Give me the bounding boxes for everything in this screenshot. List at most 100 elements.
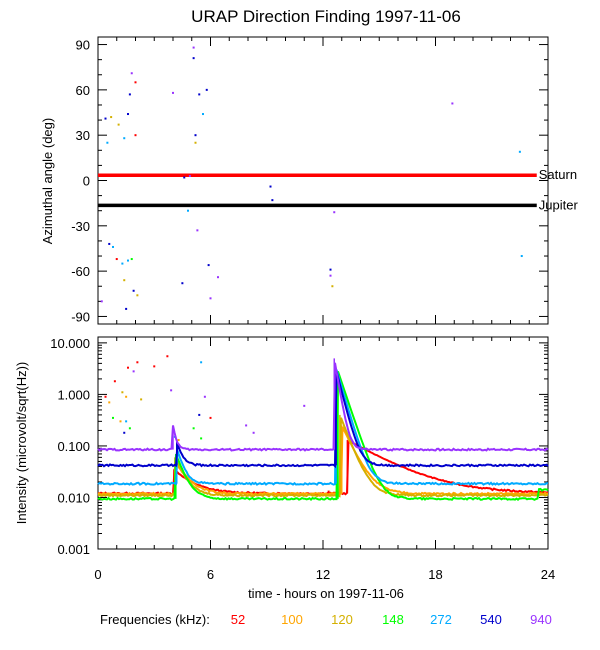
azimuth-point (130, 72, 133, 75)
azimuth-point (117, 123, 120, 126)
intensity-point (104, 395, 107, 398)
azimuth-y-tick-label: -90 (71, 309, 90, 324)
intensity-point (200, 361, 203, 364)
intensity-y-tick-label: 0.010 (57, 490, 90, 505)
intensity-point (209, 416, 212, 419)
intensity-y-ticks: 10.000 1.000 0.100 0.010 0.001 (50, 336, 548, 557)
azimuth-point (127, 259, 129, 262)
intensity-point (113, 380, 116, 383)
azimuth-y-ticks: 90 60 30 0 -30 -60 -90 (71, 38, 548, 324)
intensity-plot-frame (97, 336, 549, 550)
legend-entry-272-khz: 272 (430, 612, 452, 627)
intensity-y-tick-label: 1.000 (57, 387, 90, 402)
azimuth-point (329, 268, 332, 271)
intensity-point (112, 416, 114, 419)
x-tick-label: 0 (94, 567, 101, 582)
azimuth-points (100, 46, 523, 310)
series-line-272-khz (97, 369, 549, 486)
intensity-point (140, 398, 143, 401)
intensity-x-ticks: 0 6 12 18 24 (94, 337, 555, 582)
azimuth-point (181, 282, 184, 285)
azimuth-point (198, 93, 201, 96)
azimuth-point (110, 116, 113, 119)
azimuth-point (134, 134, 137, 137)
azimuth-point (271, 199, 274, 202)
azimuth-point (194, 134, 197, 137)
azimuth-point (106, 141, 109, 144)
reference-label-saturn: Saturn (539, 167, 577, 182)
azimuth-point (192, 57, 195, 60)
series-line-120-khz (97, 417, 549, 498)
intensity-point (153, 365, 156, 368)
azimuth-point (125, 307, 128, 310)
azimuth-point (196, 229, 199, 232)
azimuth-point (207, 264, 210, 267)
x-tick-label: 18 (428, 567, 442, 582)
series-120-khz (97, 391, 549, 498)
azimuth-y-tick-label: 90 (76, 38, 90, 53)
intensity-point (136, 361, 139, 364)
azimuth-y-axis-label: Azimuthal angle (deg) (40, 118, 55, 244)
intensity-point (132, 370, 135, 373)
intensity-point (119, 420, 122, 423)
intensity-point (192, 427, 195, 430)
azimuth-point (217, 276, 219, 279)
legend-entry-148-khz: 148 (382, 612, 404, 627)
intensity-y-tick-label: 10.000 (50, 336, 90, 351)
azimuth-point (205, 88, 208, 91)
azimuth-y-tick-label: 60 (76, 83, 90, 98)
azimuth-y-tick-label: 30 (76, 128, 90, 143)
azimuth-point (127, 113, 129, 116)
azimuth-point (123, 279, 126, 282)
intensity-point (245, 424, 248, 427)
azimuth-point (333, 211, 336, 214)
series-line-540-khz (97, 371, 549, 469)
azimuth-point (134, 81, 137, 84)
azimuth-point (209, 297, 212, 300)
azimuth-point (202, 113, 204, 116)
azimuth-point (123, 137, 126, 140)
legend-entry-100-khz: 100 (281, 612, 303, 627)
azimuth-point (451, 102, 454, 105)
intensity-point (127, 366, 129, 369)
azimuth-point (194, 141, 197, 144)
azimuth-point (518, 150, 521, 153)
intensity-point (128, 427, 131, 430)
intensity-point (198, 413, 201, 416)
intensity-point (327, 490, 330, 493)
azimuth-point (121, 262, 124, 265)
intensity-point (125, 420, 128, 423)
azimuth-point (192, 46, 195, 49)
series-272-khz (97, 361, 549, 486)
intensity-point (200, 437, 203, 440)
azimuth-point (269, 185, 272, 188)
x-axis-label: time - hours on 1997-11-06 (248, 586, 404, 601)
series-52-khz (97, 355, 549, 496)
azimuth-point (108, 242, 111, 245)
intensity-point (170, 389, 173, 392)
x-tick-label: 6 (207, 567, 214, 582)
intensity-point (303, 404, 306, 407)
azimuth-point (187, 209, 189, 212)
azimuth-point (520, 255, 523, 258)
azimuth-x-ticks (97, 37, 549, 324)
azimuth-point (136, 294, 139, 297)
reference-label-jupiter: Jupiter (539, 197, 579, 212)
legend-entry-120-khz: 120 (331, 612, 353, 627)
azimuth-y-tick-label: -60 (71, 264, 90, 279)
frequency-legend: Frequencies (kHz): 52 100 120 148 272 540 940 (100, 612, 552, 627)
series-line-148-khz (97, 371, 549, 501)
intensity-y-axis-label: Intensity (microvolt/sqrt(Hz)) (14, 362, 29, 525)
legend-entry-540-khz: 540 (480, 612, 502, 627)
azimuth-point (172, 91, 174, 94)
intensity-point (203, 395, 206, 398)
azimuth-point (128, 93, 131, 96)
intensity-point (177, 439, 180, 442)
azimuth-point (188, 174, 191, 177)
series-540-khz (97, 369, 549, 469)
azimuth-point (100, 300, 103, 303)
azimuth-point (130, 258, 133, 261)
azimuth-panel: 90 60 30 0 -30 -60 -90 Saturn Jupiter Azimuthal… (40, 36, 579, 325)
intensity-point (252, 431, 255, 434)
